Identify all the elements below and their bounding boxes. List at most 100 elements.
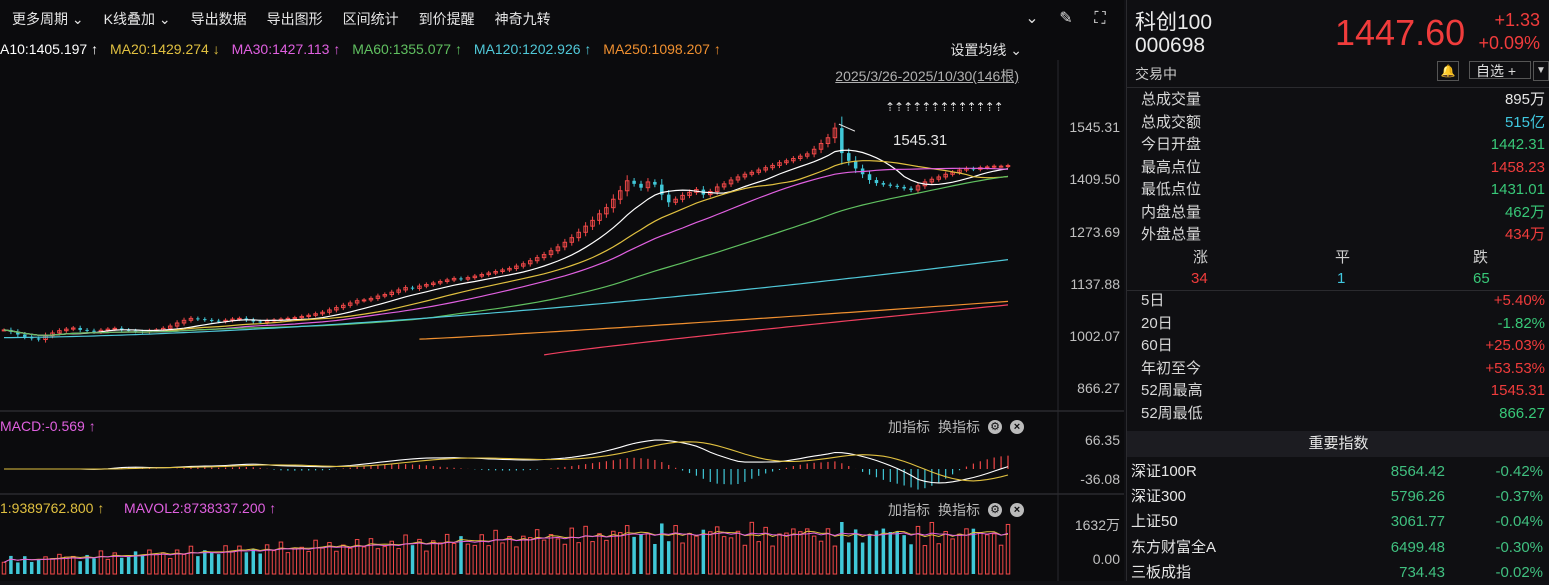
candle-body xyxy=(472,275,478,279)
candle-body xyxy=(915,185,921,191)
candle-body xyxy=(403,287,408,291)
volume-bar xyxy=(818,540,824,575)
index-row[interactable]: 上证50 3061.77 -0.04% xyxy=(1131,509,1543,534)
candle-body xyxy=(548,250,554,256)
vol-add-indicator[interactable]: 加指标 xyxy=(888,502,930,518)
stat-label: 总成交额 xyxy=(1141,113,1202,131)
candle-body xyxy=(527,260,533,265)
volume-bar xyxy=(209,552,214,574)
close-icon[interactable]: × xyxy=(1010,420,1024,434)
date-range[interactable]: 2025/3/26-2025/10/30(146根) xyxy=(835,68,1019,84)
volume-bar xyxy=(784,532,789,575)
candle-body xyxy=(853,160,858,169)
candle-body xyxy=(624,180,630,192)
bell-icon[interactable]: 🔔 xyxy=(1437,61,1459,81)
volume-bar xyxy=(313,539,318,575)
volume-bar xyxy=(9,555,13,574)
candle-body xyxy=(846,153,851,161)
candle-body xyxy=(728,179,734,185)
volume-bar xyxy=(791,528,796,575)
candle-body xyxy=(791,157,796,162)
volume-bar xyxy=(167,557,173,575)
volume-bar xyxy=(534,529,540,575)
volume-bar xyxy=(964,528,969,575)
candle-body xyxy=(361,299,367,302)
divider xyxy=(1127,87,1549,88)
candle-body xyxy=(126,329,131,331)
candle-body xyxy=(742,173,748,178)
macd-swap-indicator[interactable]: 换指标 xyxy=(938,419,980,435)
fullscreen-icon[interactable]: ⛶ xyxy=(1094,10,1106,27)
y-tick: 1273.69 xyxy=(1069,224,1120,240)
candle-body xyxy=(119,328,124,330)
volume-bar xyxy=(70,555,76,575)
volume-bar xyxy=(389,540,395,575)
chevron-down-circle-icon[interactable]: ⌄ xyxy=(1025,10,1039,27)
vol-swap-indicator[interactable]: 换指标 xyxy=(938,502,980,518)
candle-body xyxy=(576,231,581,239)
y-tick: 866.27 xyxy=(1077,380,1120,396)
toolbar-more-period[interactable]: 更多周期 ⌄ xyxy=(12,11,84,27)
candle-body xyxy=(673,198,678,203)
index-row[interactable]: 深证100R 8564.42 -0.42% xyxy=(1131,459,1543,484)
macd-add-indicator[interactable]: 加指标 xyxy=(888,419,930,435)
volume-bar xyxy=(721,536,727,575)
candle-body xyxy=(486,272,491,276)
volume-bar xyxy=(853,529,858,574)
toolbar-export-graph[interactable]: 导出图形 xyxy=(266,11,323,27)
chart-area[interactable]: 更多周期 ⌄ K线叠加 ⌄ 导出数据 导出图形 区间统计 到价提醒 神奇九转 ⌄… xyxy=(0,0,1124,581)
gear-icon[interactable]: ⚙ xyxy=(988,503,1002,517)
volume-bar xyxy=(569,527,575,575)
candle-body xyxy=(85,329,89,331)
toolbar-kline-overlay[interactable]: K线叠加 ⌄ xyxy=(103,11,171,27)
volume-bar xyxy=(472,544,478,575)
candle-body xyxy=(541,254,547,259)
volume-bar xyxy=(527,537,533,575)
price-change-pct: +0.09% xyxy=(1478,33,1540,53)
volume-bar xyxy=(92,558,96,574)
ma-line-20 xyxy=(3,160,1009,336)
toolbar-range-stats[interactable]: 区间统计 xyxy=(342,11,399,27)
stat-row: 总成交额 515亿 xyxy=(1141,112,1545,134)
volume-bar xyxy=(64,556,69,575)
perf-label: 60日 xyxy=(1141,337,1173,354)
signal-arrows: ⇡⇡⇡⇡⇡⇡⇡⇡⇡⇡⇡⇡⇡ xyxy=(885,100,1004,114)
candle-body xyxy=(811,148,817,155)
perf-label: 20日 xyxy=(1141,314,1173,332)
brush-icon[interactable]: ✎ xyxy=(1059,10,1073,27)
toolbar-magic-nine[interactable]: 神奇九转 xyxy=(494,11,551,27)
stat-row: 内盘总量 462万 xyxy=(1141,202,1545,224)
volume-bar xyxy=(895,531,899,574)
volume-bar xyxy=(444,533,450,575)
close-icon[interactable]: × xyxy=(1010,503,1024,517)
toolbar-export-data[interactable]: 导出数据 xyxy=(190,11,247,27)
index-row[interactable]: 三板成指 734.43 -0.02% xyxy=(1131,560,1543,585)
volume-bar xyxy=(278,541,284,575)
index-row[interactable]: 东方财富全A 6499.48 -0.30% xyxy=(1131,535,1543,560)
toolbar-price-alert[interactable]: 到价提醒 xyxy=(418,11,475,27)
peak-pointer xyxy=(838,123,856,132)
volume-bar xyxy=(639,534,643,574)
candle-body xyxy=(451,277,457,281)
index-row[interactable]: 深证300 5796.26 -0.37% xyxy=(1131,484,1543,509)
candle-body xyxy=(971,168,976,170)
volume-bar xyxy=(645,533,651,575)
perf-value: 1545.31 xyxy=(1490,382,1545,399)
candle-body xyxy=(1005,165,1011,168)
candle-body xyxy=(909,188,913,191)
volume-bar xyxy=(521,535,526,575)
gear-icon[interactable]: ⚙ xyxy=(988,420,1002,434)
ma-line-60 xyxy=(3,175,1009,336)
watchlist-dropdown-icon[interactable]: ▼ xyxy=(1533,61,1549,81)
y-tick: 1545.31 xyxy=(1069,119,1120,135)
macd-dif-line xyxy=(4,439,1009,484)
stat-label: 最高点位 xyxy=(1141,158,1202,176)
candle-body xyxy=(521,263,526,267)
add-watchlist-button[interactable]: 自选 + xyxy=(1469,61,1531,79)
volume-bar xyxy=(98,550,104,575)
volume-bar xyxy=(181,553,187,575)
stat-value: 1442.31 xyxy=(1490,136,1545,153)
stat-label: 内盘总量 xyxy=(1141,203,1202,221)
set-ma-button[interactable]: 设置均线 ⌄ xyxy=(950,42,1022,58)
breadth-up-label: 涨 xyxy=(1193,249,1209,266)
